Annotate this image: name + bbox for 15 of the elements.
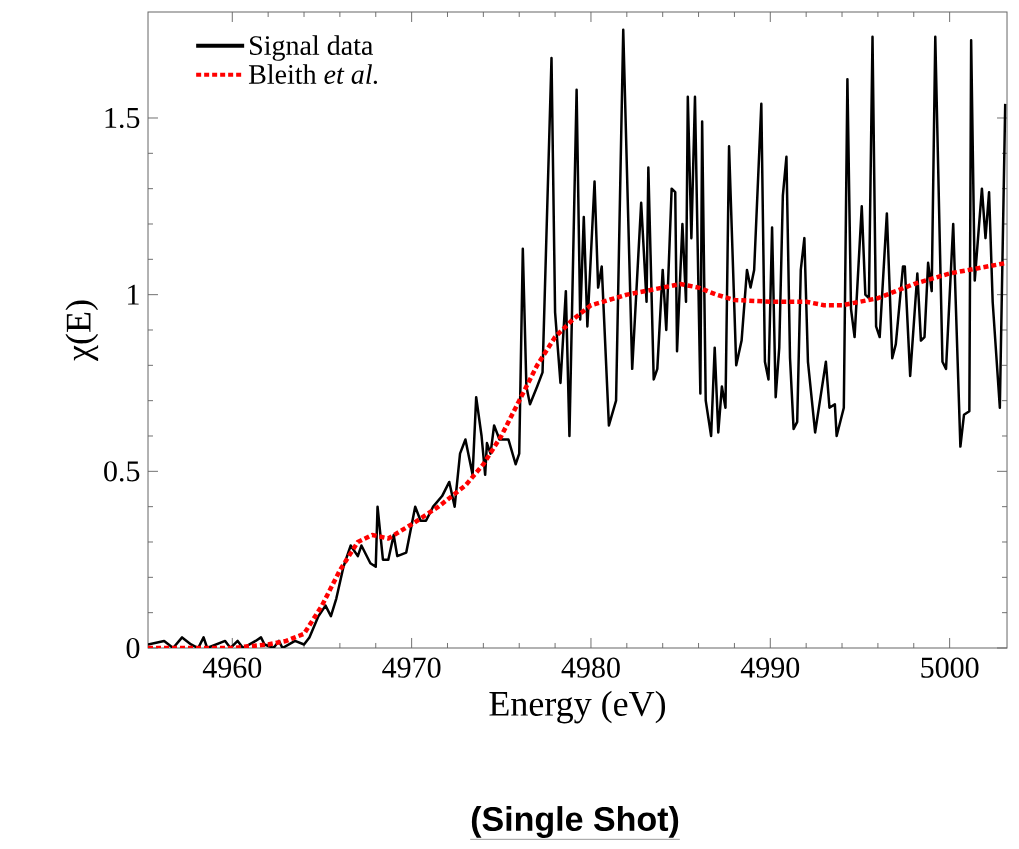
y-tick-label: 0 [126,637,140,659]
x-tick-label: 4960 [202,657,262,678]
legend-label: Signal data [250,35,373,61]
x-tick-label: 4980 [561,657,620,678]
y-tick-label: 0.5 [104,461,140,482]
line-series [148,28,1007,648]
x-tick-label: 4970 [382,657,441,678]
text: (Single Shot) [471,806,679,838]
y-tick-label: 1.5 [105,107,140,129]
x-tick-label: 4990 [740,657,800,678]
x-tick-label: 5000 [921,657,979,678]
y-axis-title: χ(E) [65,300,99,361]
y-tick-label: 1 [128,284,139,305]
legend-label: Bleith et al. [248,64,378,85]
x-axis-title: Energy (eV) [489,690,666,724]
